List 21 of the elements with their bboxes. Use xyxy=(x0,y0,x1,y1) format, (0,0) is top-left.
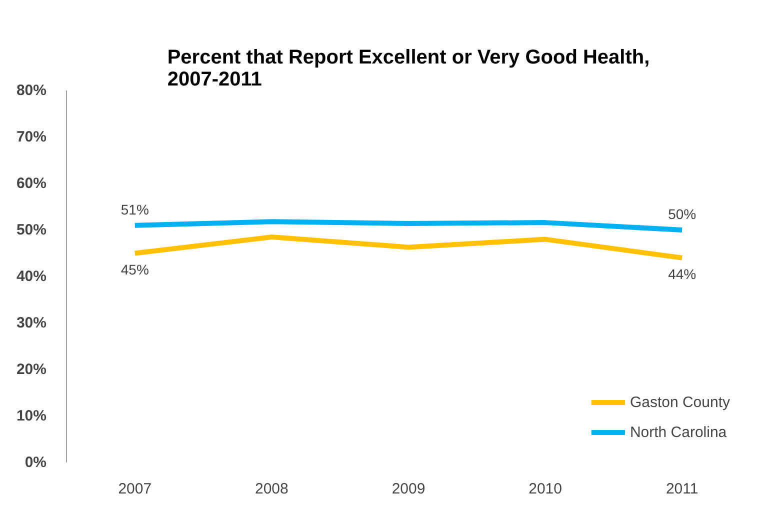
data-label: 50% xyxy=(668,206,696,222)
legend-label: Gaston County xyxy=(630,394,730,410)
y-tick-label: 40% xyxy=(16,268,47,285)
y-tick-label: 30% xyxy=(16,314,47,332)
y-tick-label: 50% xyxy=(16,222,47,238)
x-tick-label: 2009 xyxy=(392,480,426,498)
data-label: 51% xyxy=(120,201,149,218)
y-tick-label: 70% xyxy=(16,128,47,146)
x-tick-label: 2008 xyxy=(255,480,288,498)
legend-label: North Carolina xyxy=(630,424,727,440)
data-label: 45% xyxy=(120,261,149,278)
y-tick-label: 20% xyxy=(16,361,47,378)
y-tick-label: 80% xyxy=(16,82,47,99)
x-tick-label: 2011 xyxy=(666,480,698,498)
y-tick-label: 0% xyxy=(24,454,47,471)
y-tick-label: 10% xyxy=(16,408,47,424)
x-tick-label: 2010 xyxy=(528,480,562,498)
x-tick-label: 2007 xyxy=(118,480,152,498)
data-label: 44% xyxy=(668,266,696,282)
y-tick-label: 60% xyxy=(16,175,47,192)
chart-title: Percent that Report Excellent or Very Good Health, 2007-2011 xyxy=(167,46,650,90)
